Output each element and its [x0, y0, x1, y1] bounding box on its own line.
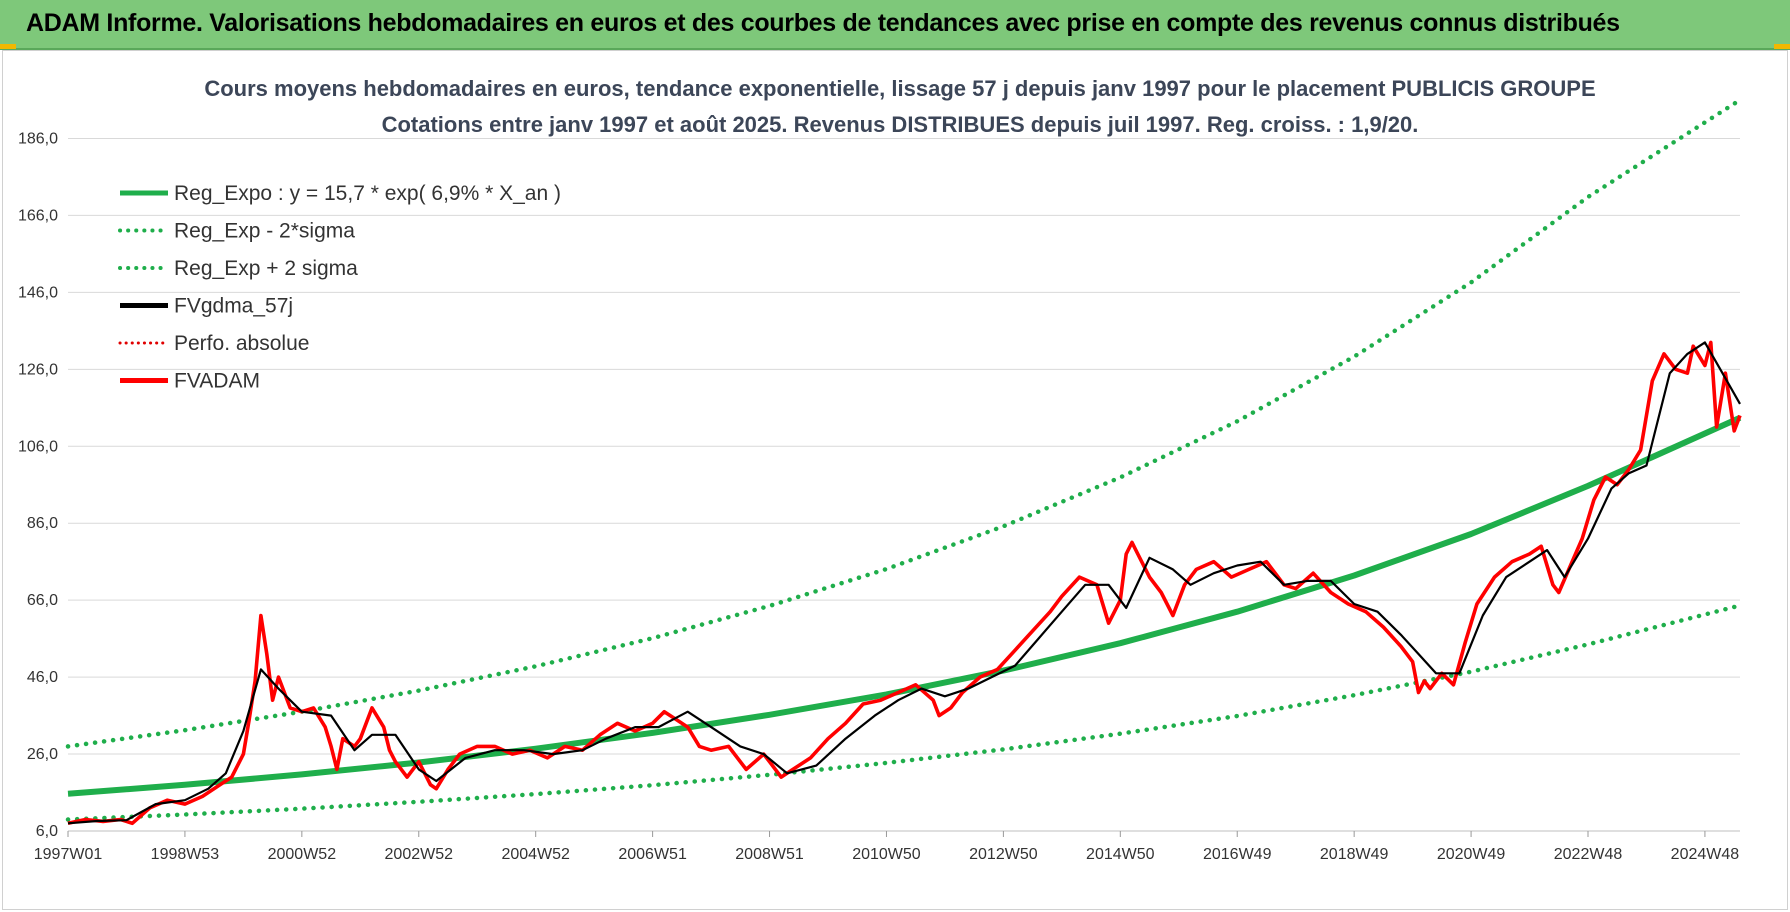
x-tick-label: 2000W52 — [268, 846, 337, 863]
legend-perfo-absolue-label: Perfo. absolue — [174, 332, 309, 355]
y-tick-label: 6,0 — [36, 823, 58, 840]
x-tick-label: 2022W48 — [1554, 846, 1623, 863]
x-tick-label: 2018W49 — [1320, 846, 1389, 863]
reg-expo-line — [67, 415, 1742, 797]
corner-mark — [1774, 44, 1790, 49]
fvgdma-57j-line — [67, 341, 1741, 825]
y-tick-label: 166,0 — [18, 207, 58, 224]
report-banner: ADAM Informe. Valorisations hebdomadaire… — [0, 0, 1790, 50]
fvadam-line — [67, 340, 1742, 826]
reg-exp-plus-2sigma-line — [65, 97, 1743, 749]
x-tick-label: 2024W48 — [1671, 846, 1740, 863]
legend: Reg_Expo : y = 15,7 * exp( 6,9% * X_an )… — [118, 182, 561, 393]
x-axis: 1997W01 1998W53 2000W52 2002W52 2004W52 2006W… — [34, 831, 1740, 863]
y-tick-label: 86,0 — [27, 515, 58, 532]
x-tick-label: 2010W50 — [852, 846, 921, 863]
legend-fvadam-label: FVADAM — [174, 370, 260, 393]
y-tick-label: 146,0 — [18, 284, 58, 301]
x-tick-label: 2002W52 — [385, 846, 454, 863]
y-tick-label: 126,0 — [18, 361, 58, 378]
banner-title: ADAM Informe. Valorisations hebdomadaire… — [26, 9, 1620, 37]
y-tick-label: 66,0 — [27, 592, 58, 609]
x-tick-label: 1997W01 — [34, 846, 103, 863]
x-tick-label: 2016W49 — [1203, 846, 1272, 863]
corner-mark — [0, 44, 16, 49]
x-tick-label: 2004W52 — [501, 846, 570, 863]
y-tick-label: 186,0 — [18, 130, 58, 147]
legend-reg-expo-label: Reg_Expo : y = 15,7 * exp( 6,9% * X_an ) — [174, 182, 561, 205]
x-tick-label: 2020W49 — [1437, 846, 1506, 863]
chart-frame — [2, 50, 1788, 910]
legend-reg-exp-plus-label: Reg_Exp + 2 sigma — [174, 257, 358, 280]
x-tick-label: 2008W51 — [735, 846, 804, 863]
reg-exp-minus-2sigma-line — [65, 603, 1743, 822]
legend-reg-exp-minus-label: Reg_Exp - 2*sigma — [174, 220, 355, 243]
x-tick-label: 2006W51 — [618, 846, 687, 863]
chart-title: Cours moyens hebdomadaires en euros, ten… — [204, 76, 1595, 101]
y-tick-label: 46,0 — [27, 669, 58, 686]
x-tick-label: 2012W50 — [969, 846, 1038, 863]
grid-lines — [68, 137, 1740, 832]
plot-area — [65, 97, 1743, 826]
y-axis: 6,0 26,0 46,0 66,0 86,0 106,0 126,0 146,0 166,0 1… — [18, 130, 58, 840]
legend-fvgdma-label: FVgdma_57j — [174, 295, 293, 318]
y-tick-label: 106,0 — [18, 438, 58, 455]
x-tick-label: 2014W50 — [1086, 846, 1155, 863]
chart-subtitle: Cotations entre janv 1997 et août 2025. … — [382, 112, 1419, 137]
y-tick-label: 26,0 — [27, 746, 58, 763]
x-tick-label: 1998W53 — [151, 846, 220, 863]
